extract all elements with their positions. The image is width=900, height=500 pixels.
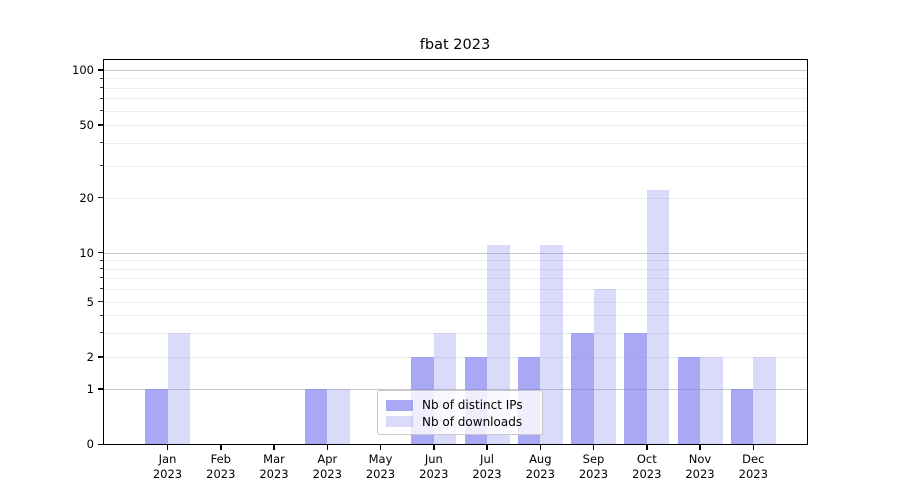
minor-gridline: [103, 301, 808, 303]
y-tickmark: [98, 69, 103, 71]
bar-downloads: [700, 357, 723, 445]
x-tick-label: Dec 2023: [738, 452, 768, 481]
x-tick-label: Jul 2023: [472, 452, 502, 481]
x-tick-label: Sep 2023: [578, 452, 609, 481]
minor-gridline: [103, 197, 808, 199]
x-tickmark: [699, 445, 701, 450]
minor-gridline: [103, 125, 808, 126]
y-minor-tickmark: [100, 97, 103, 99]
x-tickmark: [166, 445, 169, 450]
y-minor-tickmark: [100, 142, 103, 144]
bar-downloads: [167, 332, 190, 445]
y-tickmark: [98, 388, 103, 390]
minor-gridline: [103, 78, 808, 80]
y-minor-tickmark: [100, 77, 103, 79]
y-tick-label: 10: [79, 245, 94, 260]
y-minor-tickmark: [100, 165, 103, 166]
y-minor-tickmark: [100, 268, 103, 269]
bar-downloads: [646, 190, 670, 445]
major-gridline: [103, 252, 808, 254]
minor-gridline: [103, 260, 808, 262]
minor-gridline: [103, 277, 808, 279]
x-tickmark: [486, 445, 488, 450]
y-tick-label: 2: [86, 350, 94, 364]
y-tick-label: 1: [86, 382, 94, 396]
y-minor-tickmark: [100, 314, 103, 316]
legend-item-distinct-ips: Nb of distinct IPs: [386, 397, 534, 414]
minor-gridline: [103, 315, 808, 317]
x-tick-label: Mar 2023: [259, 452, 289, 481]
legend: Nb of distinct IPs Nb of downloads: [377, 390, 543, 435]
y-minor-tickmark: [100, 288, 103, 290]
y-minor-tickmark: [100, 277, 103, 279]
y-tick-label: 5: [86, 294, 94, 309]
y-minor-tickmark: [100, 197, 103, 199]
x-tickmark: [273, 445, 275, 450]
y-tick-label: 20: [79, 190, 94, 205]
x-tickmark: [326, 445, 328, 450]
y-tickmark: [98, 251, 103, 254]
x-tickmark: [646, 445, 648, 450]
bar-distinct-ips: [304, 389, 328, 445]
minor-gridline: [103, 98, 808, 100]
x-tickmark: [220, 445, 222, 450]
y-tick-label: 50: [79, 118, 94, 132]
minor-gridline: [103, 87, 808, 89]
minor-gridline: [103, 288, 808, 290]
x-tick-label: Apr 2023: [312, 452, 342, 481]
legend-label-distinct-ips: Nb of distinct IPs: [422, 398, 523, 413]
bar-distinct-ips: [677, 357, 700, 445]
x-tick-label: Oct 2023: [632, 452, 662, 481]
bar-distinct-ips: [730, 389, 754, 445]
x-tick-label: Feb 2023: [206, 452, 236, 481]
y-minor-tickmark: [100, 124, 103, 126]
x-tick-label: Jun 2023: [419, 452, 449, 481]
minor-gridline: [103, 268, 808, 270]
bar-downloads: [753, 357, 776, 445]
x-tickmark: [379, 445, 382, 450]
bar-downloads: [593, 288, 616, 445]
bar-distinct-ips: [624, 332, 647, 445]
minor-gridline: [103, 142, 808, 144]
y-minor-tickmark: [100, 356, 103, 358]
minor-gridline: [103, 110, 808, 112]
x-tickmark: [433, 445, 435, 450]
y-minor-tickmark: [100, 110, 103, 111]
legend-label-downloads: Nb of downloads: [422, 414, 523, 429]
bar-distinct-ips: [571, 332, 594, 445]
legend-item-downloads: Nb of downloads: [386, 414, 534, 431]
x-tickmark: [539, 445, 541, 450]
x-tick-label: May 2023: [365, 452, 396, 481]
y-minor-tickmark: [100, 332, 103, 333]
minor-gridline: [103, 165, 808, 167]
legend-swatch-downloads-icon: [386, 416, 413, 428]
bar-downloads: [327, 389, 350, 445]
x-tickmark: [592, 445, 595, 450]
y-minor-tickmark: [100, 87, 103, 89]
y-tick-label: 100: [72, 63, 94, 77]
x-tick-label: Aug 2023: [525, 452, 555, 481]
legend-swatch-distinct-ips-icon: [386, 399, 413, 411]
bar-downloads: [540, 245, 563, 445]
y-tickmark: [98, 443, 103, 446]
x-tick-label: Jan 2023: [152, 452, 183, 481]
x-tickmark: [752, 445, 754, 450]
y-tick-label: 0: [86, 437, 94, 452]
bar-distinct-ips: [145, 389, 168, 445]
x-tick-label: Nov 2023: [685, 452, 715, 481]
major-gridline: [103, 70, 808, 71]
y-minor-tickmark: [100, 301, 103, 303]
y-minor-tickmark: [100, 259, 103, 261]
chart-title: fbat 2023: [419, 37, 491, 53]
